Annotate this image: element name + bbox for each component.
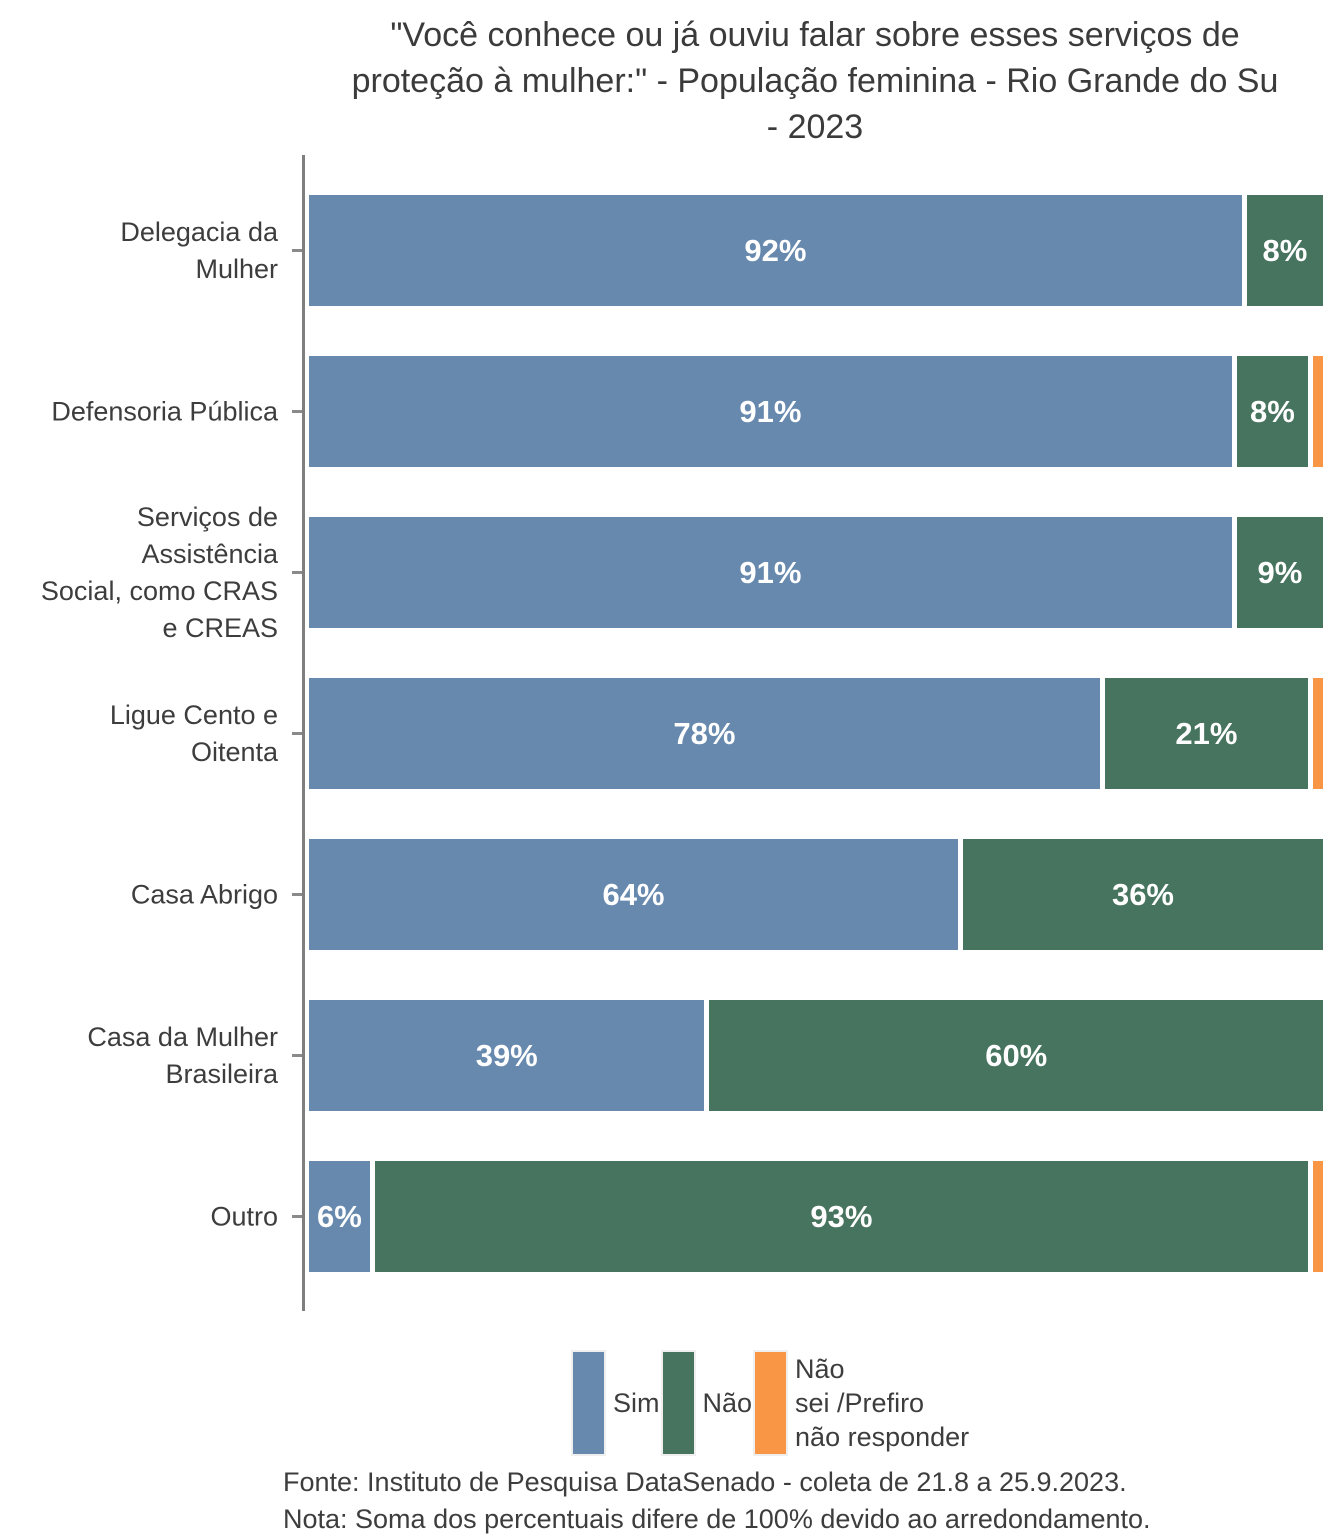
legend-label-nao-sei-line-3: não responder [795,1422,970,1452]
value-label-sim: 6% [317,1198,362,1234]
chart-title-line-2: proteção à mulher:" - População feminina… [351,62,1279,100]
bar-segment-sim: 64% [309,839,958,950]
legend: Sim Não Não sei /Prefiro não responder [573,1352,972,1454]
category-label: Ligue Cento e Oitenta [0,678,288,789]
bar-track: 78% 21% [309,678,1323,789]
legend-swatch-nao-sei [755,1352,787,1454]
bar-segment-nao-sei [1313,356,1323,467]
legend-swatch-nao [662,1352,694,1454]
category-label-text: Casa Abrigo [130,879,278,909]
value-label-sim: 64% [602,876,665,912]
value-label-sim: 91% [739,554,802,590]
value-label-sim: 91% [739,393,802,429]
legend-label-nao: Não [702,1388,753,1418]
bar-segment-nao: 21% [1104,678,1308,789]
bar-track: 91% 9% [309,517,1323,628]
bar-segment-sim: 92% [309,195,1242,306]
category-label-text: Outro [210,1201,278,1231]
chart-row: Defensoria Pública 91% 8% [0,356,1344,467]
bar-segment-sim: 6% [309,1161,370,1272]
chart-row: Outro 6% 93% [0,1161,1344,1272]
bar-track: 39% 60% [309,1000,1323,1111]
category-label-text: Casa da Mulher Brasileira [87,1021,278,1089]
chart-row: Casa Abrigo 64% 36% [0,839,1344,950]
legend-item-sim: Sim [573,1352,663,1454]
bar-rows: Delegacia da Mulher 92% 8% Defensoria Púb… [0,195,1344,1272]
value-label-nao: 36% [1111,876,1174,912]
chart-row: Casa da Mulher Brasileira 39% 60% [0,1000,1344,1111]
bar-segment-sim: 91% [309,356,1232,467]
bar-track: 6% 93% [309,1161,1323,1272]
category-label-text: Serviços de Assistência Social, como CRAS e… [40,501,278,643]
value-label-nao: 21% [1175,715,1238,751]
value-label-sim: 92% [744,232,807,268]
bar-segment-sim: 39% [309,1000,705,1111]
value-label-nao: 60% [985,1037,1048,1073]
legend-label-nao-sei-line-1: Não [795,1354,845,1384]
bar-segment-nao: 36% [962,839,1323,950]
category-label-text: Delegacia da Mulher [120,216,278,284]
category-label: Outro [0,1161,288,1272]
axis-tick [292,1053,302,1057]
bar-segment-nao-sei [1313,1161,1323,1272]
bar-track: 92% 8% [309,195,1323,306]
value-label-nao: 8% [1262,232,1308,268]
bar-segment-sim: 78% [309,678,1100,789]
legend-label-nao-sei: Não sei /Prefiro não responder [795,1352,969,1454]
category-label: Defensoria Pública [0,356,288,467]
bar-segment-nao: 8% [1246,195,1323,306]
chart-row: Ligue Cento e Oitenta 78% 21% [0,678,1344,789]
bar-track: 91% 8% [309,356,1323,467]
axis-tick [292,570,302,574]
legend-label-nao-sei-line-2: sei /Prefiro [795,1388,925,1418]
source-note: Fonte: Instituto de Pesquisa DataSenado … [283,1464,1151,1536]
legend-swatch-sim [573,1352,604,1454]
bar-segment-sim: 91% [309,517,1232,628]
note-line: Nota: Soma dos percentuais difere de 100… [283,1504,1151,1534]
value-label-nao: 93% [810,1198,873,1234]
category-label: Casa Abrigo [0,839,288,950]
source-line: Fonte: Instituto de Pesquisa DataSenado … [283,1467,1127,1497]
axis-tick [292,1214,302,1218]
bar-track: 64% 36% [309,839,1323,950]
axis-tick [292,409,302,413]
bar-segment-nao: 8% [1236,356,1308,467]
chart-title-line-3: - 2023 [766,108,864,146]
axis-tick [292,248,302,252]
value-label-nao: 9% [1257,554,1303,590]
bar-segment-nao-sei [1313,678,1323,789]
chart-row: Delegacia da Mulher 92% 8% [0,195,1344,306]
y-axis-line [302,155,305,1311]
bar-segment-nao: 60% [709,1000,1323,1111]
legend-item-nao-sei: Não sei /Prefiro não responder [755,1352,972,1454]
bar-segment-nao: 9% [1236,517,1323,628]
value-label-sim: 39% [475,1037,538,1073]
legend-label-sim: Sim [613,1388,660,1418]
category-label: Delegacia da Mulher [0,195,288,306]
value-label-sim: 78% [673,715,736,751]
chart-title-line-1: "Você conhece ou já ouviu falar sobre es… [390,16,1240,54]
category-label-text: Ligue Cento e Oitenta [109,699,278,767]
axis-tick [292,892,302,896]
legend-item-nao: Não [662,1352,756,1454]
chart-title: "Você conhece ou já ouviu falar sobre es… [255,12,1344,150]
value-label-nao: 8% [1249,393,1295,429]
category-label: Casa da Mulher Brasileira [0,1000,288,1111]
bar-segment-nao: 93% [374,1161,1308,1272]
category-label: Serviços de Assistência Social, como CRAS e… [0,502,288,643]
chart-row: Serviços de Assistência Social, como CRAS e… [0,502,1344,643]
axis-tick [292,731,302,735]
category-label-text: Defensoria Pública [51,396,278,426]
